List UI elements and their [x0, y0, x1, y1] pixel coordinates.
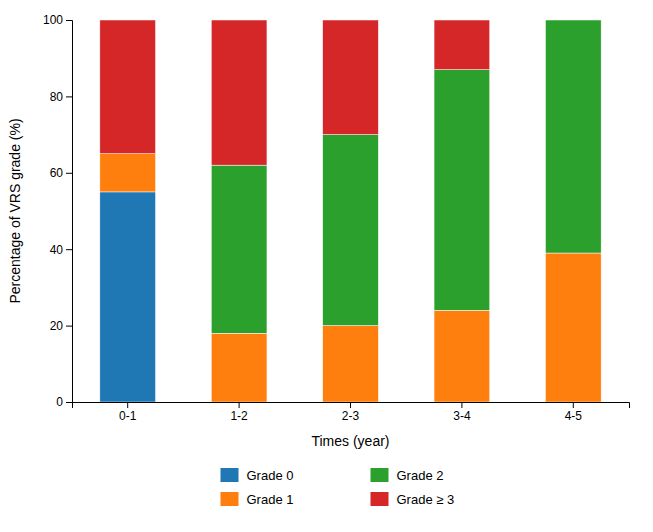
tick: 3-4 [453, 402, 471, 423]
tick-label: 20 [50, 319, 64, 333]
tick-label: 4-5 [565, 409, 583, 423]
tick-label: 0 [56, 395, 63, 409]
legend-swatch [371, 468, 389, 482]
y-axis: 0 20 40 60 80 100 [43, 13, 73, 409]
tick-mark [127, 402, 128, 408]
bar-segment [211, 165, 267, 333]
bar-segment [211, 333, 267, 402]
chart: 0-1 1-2 2-3 3-4 4-5 0 20 40 60 80 100 Times (year) P… [0, 0, 653, 532]
bars [100, 20, 601, 402]
legend: Grade 0 Grade 1 Grade 2 Grade ≥ 3 [221, 468, 455, 507]
axis-line [66, 21, 73, 403]
legend-item: Grade ≥ 3 [371, 492, 455, 507]
legend-label: Grade ≥ 3 [397, 492, 455, 507]
tick-mark [350, 402, 351, 408]
tick: 0-1 [119, 402, 137, 423]
tick-mark [66, 249, 72, 250]
legend-swatch [221, 492, 239, 506]
bar-segment [545, 253, 601, 402]
tick-label: 0-1 [119, 409, 137, 423]
tick: 2-3 [342, 402, 360, 423]
legend-label: Grade 1 [247, 492, 294, 507]
tick-label: 60 [50, 166, 64, 180]
tick: 0 [56, 395, 72, 409]
bar-segment [545, 20, 601, 253]
tick-mark [66, 402, 72, 403]
legend-label: Grade 2 [397, 468, 444, 483]
tick-label: 80 [50, 90, 64, 104]
legend-swatch [221, 468, 239, 482]
bar-segment [211, 20, 267, 165]
tick-mark [66, 96, 72, 97]
bar-segment [434, 70, 490, 311]
plot: 0-1 1-2 2-3 3-4 4-5 0 20 40 60 80 100 [43, 13, 630, 422]
bar-segment [323, 20, 379, 135]
bar-segment [434, 310, 490, 402]
legend-item: Grade 2 [371, 468, 444, 483]
tick-mark [573, 402, 574, 408]
tick: 1-2 [230, 402, 248, 423]
bar-segment [100, 192, 156, 402]
tick-label: 40 [50, 243, 64, 257]
tick: 40 [50, 243, 72, 257]
tick-mark [66, 20, 72, 21]
tick-label: 100 [43, 13, 63, 27]
bar-segment [545, 20, 601, 21]
tick-mark [461, 402, 462, 408]
bar-segment [100, 20, 156, 154]
tick-label: 2-3 [342, 409, 360, 423]
x-axis: 0-1 1-2 2-3 3-4 4-5 [73, 402, 630, 423]
tick: 80 [50, 90, 72, 104]
bar-segment [434, 20, 490, 70]
legend-swatch [371, 492, 389, 506]
legend-item: Grade 0 [221, 468, 294, 483]
series [211, 20, 601, 333]
y-axis-title: Percentage of VRS grade (%) [7, 118, 23, 303]
tick-mark [66, 326, 72, 327]
x-axis-title: Times (year) [311, 433, 389, 449]
bar-segment [323, 326, 379, 402]
tick: 100 [43, 13, 72, 27]
legend-label: Grade 0 [247, 468, 294, 483]
tick-label: 1-2 [230, 409, 248, 423]
tick-mark [66, 173, 72, 174]
bar-segment [323, 135, 379, 326]
axis-line [73, 403, 630, 409]
tick: 60 [50, 166, 72, 180]
legend-item: Grade 1 [221, 492, 294, 507]
tick-mark [239, 402, 240, 408]
tick: 20 [50, 319, 72, 333]
tick: 4-5 [565, 402, 583, 423]
series [100, 20, 490, 165]
tick-label: 3-4 [453, 409, 471, 423]
bar-segment [100, 154, 156, 192]
series [100, 192, 156, 402]
